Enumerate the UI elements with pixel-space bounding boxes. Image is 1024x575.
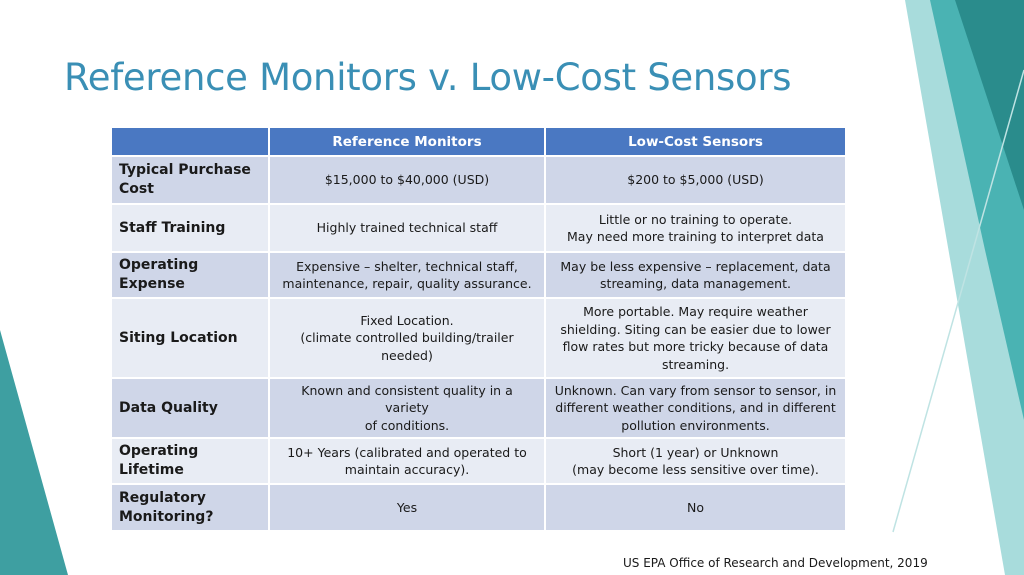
- deco-teal-panel-dark: [955, 0, 1024, 210]
- header-empty-cell: [112, 128, 270, 157]
- cell-line: streaming.: [661, 356, 730, 372]
- row-label-purchase-cost: Typical Purchase Cost: [112, 156, 270, 205]
- cell-line: (may become less sensitive over time).: [572, 462, 819, 477]
- row-label-siting-location: Siting Location: [112, 298, 270, 379]
- cell-line: Little or no training to operate.: [598, 211, 793, 227]
- cell-line: Expensive – shelter, technical staff,: [296, 258, 518, 274]
- cell-line: Short (1 year) or Unknown: [612, 444, 779, 460]
- cell-line: (climate controlled building/trailer: [300, 330, 514, 346]
- row-label-operating-lifetime: Operating Lifetime: [112, 438, 270, 485]
- slide-title: Reference Monitors v. Low-Cost Sensors: [64, 56, 792, 99]
- cell-lowcost-data-quality: Unknown. Can vary from sensor to sensor,…: [545, 378, 847, 439]
- cell-line: 10+ Years (calibrated and operated to: [287, 444, 527, 460]
- cell-reference-data-quality: Known and consistent quality in a variet…: [269, 378, 546, 439]
- footer-credit: US EPA Office of Research and Developmen…: [623, 556, 928, 570]
- cell-reference-purchase-cost: $15,000 to $40,000 (USD): [269, 156, 546, 205]
- row-label-operating-expense: Operating Expense: [112, 252, 270, 299]
- cell-reference-staff-training: Highly trained technical staff: [269, 204, 546, 253]
- cell-lowcost-regulatory-monitoring: No: [545, 484, 847, 532]
- deco-thin-line: [892, 69, 1024, 533]
- cell-line: Highly trained technical staff: [316, 220, 498, 236]
- cell-reference-operating-lifetime: 10+ Years (calibrated and operated to ma…: [269, 438, 546, 485]
- table-header-row: Reference Monitors Low-Cost Sensors: [112, 128, 847, 157]
- cell-line: Fixed Location.: [360, 312, 454, 328]
- cell-lowcost-staff-training: Little or no training to operate. May ne…: [545, 204, 847, 253]
- cell-lowcost-operating-lifetime: Short (1 year) or Unknown (may become le…: [545, 438, 847, 485]
- cell-line: More portable. May require weather: [583, 304, 808, 319]
- cell-line: of conditions.: [364, 417, 450, 433]
- deco-teal-panel-mid: [930, 0, 1024, 420]
- cell-line: May need more training to interpret data: [567, 229, 824, 244]
- cell-line: $200 to $5,000 (USD): [627, 172, 764, 188]
- deco-teal-panel-light: [905, 0, 1024, 575]
- cell-line: Yes: [396, 499, 418, 515]
- row-label-staff-training: Staff Training: [112, 204, 270, 253]
- cell-line: May be less expensive – replacement, dat…: [560, 258, 831, 274]
- table-row: Siting Location Fixed Location. (climate…: [112, 298, 847, 379]
- cell-line: streaming, data management.: [600, 276, 791, 291]
- deco-teal-triangle-bottom-left: [0, 330, 68, 575]
- cell-line: No: [687, 499, 704, 515]
- cell-reference-siting-location: Fixed Location. (climate controlled buil…: [269, 298, 546, 379]
- cell-line: pollution environments.: [621, 417, 770, 433]
- column-header-low-cost-sensors: Low-Cost Sensors: [545, 128, 847, 157]
- cell-line: maintain accuracy).: [344, 462, 470, 477]
- table-row: Staff Training Highly trained technical …: [112, 204, 847, 253]
- cell-reference-regulatory-monitoring: Yes: [269, 484, 546, 532]
- table-row: Operating Lifetime 10+ Years (calibrated…: [112, 438, 847, 485]
- table-row: Typical Purchase Cost $15,000 to $40,000…: [112, 156, 847, 205]
- cell-lowcost-operating-expense: May be less expensive – replacement, dat…: [545, 252, 847, 299]
- cell-line: maintenance, repair, quality assurance.: [282, 276, 532, 291]
- table-row: Operating Expense Expensive – shelter, t…: [112, 252, 847, 299]
- cell-line: Unknown. Can vary from sensor to sensor,…: [554, 382, 837, 398]
- cell-lowcost-siting-location: More portable. May require weather shiel…: [545, 298, 847, 379]
- cell-line: shielding. Siting can be easier due to l…: [560, 321, 831, 337]
- cell-line: $15,000 to $40,000 (USD): [324, 172, 490, 188]
- comparison-table: Reference Monitors Low-Cost Sensors Typi…: [112, 128, 847, 532]
- cell-line: Known and consistent quality in a variet…: [301, 382, 513, 416]
- cell-lowcost-purchase-cost: $200 to $5,000 (USD): [545, 156, 847, 205]
- row-label-data-quality: Data Quality: [112, 378, 270, 439]
- cell-line: needed): [381, 347, 433, 363]
- row-label-regulatory-monitoring: Regulatory Monitoring?: [112, 484, 270, 532]
- cell-line: flow rates but more tricky because of da…: [562, 339, 829, 354]
- table-row: Data Quality Known and consistent qualit…: [112, 378, 847, 439]
- table-row: Regulatory Monitoring? Yes No: [112, 484, 847, 532]
- column-header-reference-monitors: Reference Monitors: [269, 128, 546, 157]
- cell-line: different weather conditions, and in dif…: [555, 400, 836, 416]
- cell-reference-operating-expense: Expensive – shelter, technical staff, ma…: [269, 252, 546, 299]
